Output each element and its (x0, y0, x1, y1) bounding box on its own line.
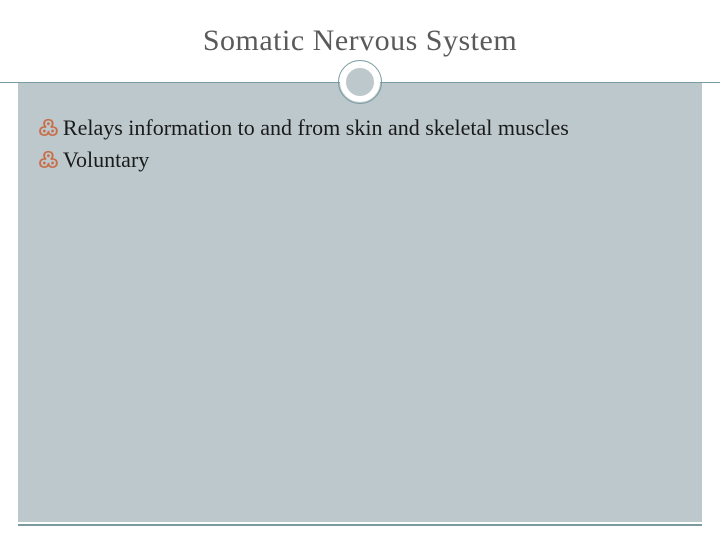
slide: Somatic Nervous System ߷ Relays informat… (0, 0, 720, 540)
content-area: ߷ Relays information to and from skin an… (18, 83, 702, 522)
bullet-text: Relays information to and from skin and … (63, 113, 569, 143)
page-title: Somatic Nervous System (203, 24, 517, 58)
bullet-icon: ߷ (38, 145, 59, 175)
list-item: ߷ Voluntary (38, 145, 682, 175)
bullet-icon: ߷ (38, 113, 59, 143)
circle-accent-icon (340, 62, 380, 102)
bullet-text: Voluntary (63, 145, 149, 175)
bottom-accent-line (18, 524, 702, 526)
list-item: ߷ Relays information to and from skin an… (38, 113, 682, 143)
